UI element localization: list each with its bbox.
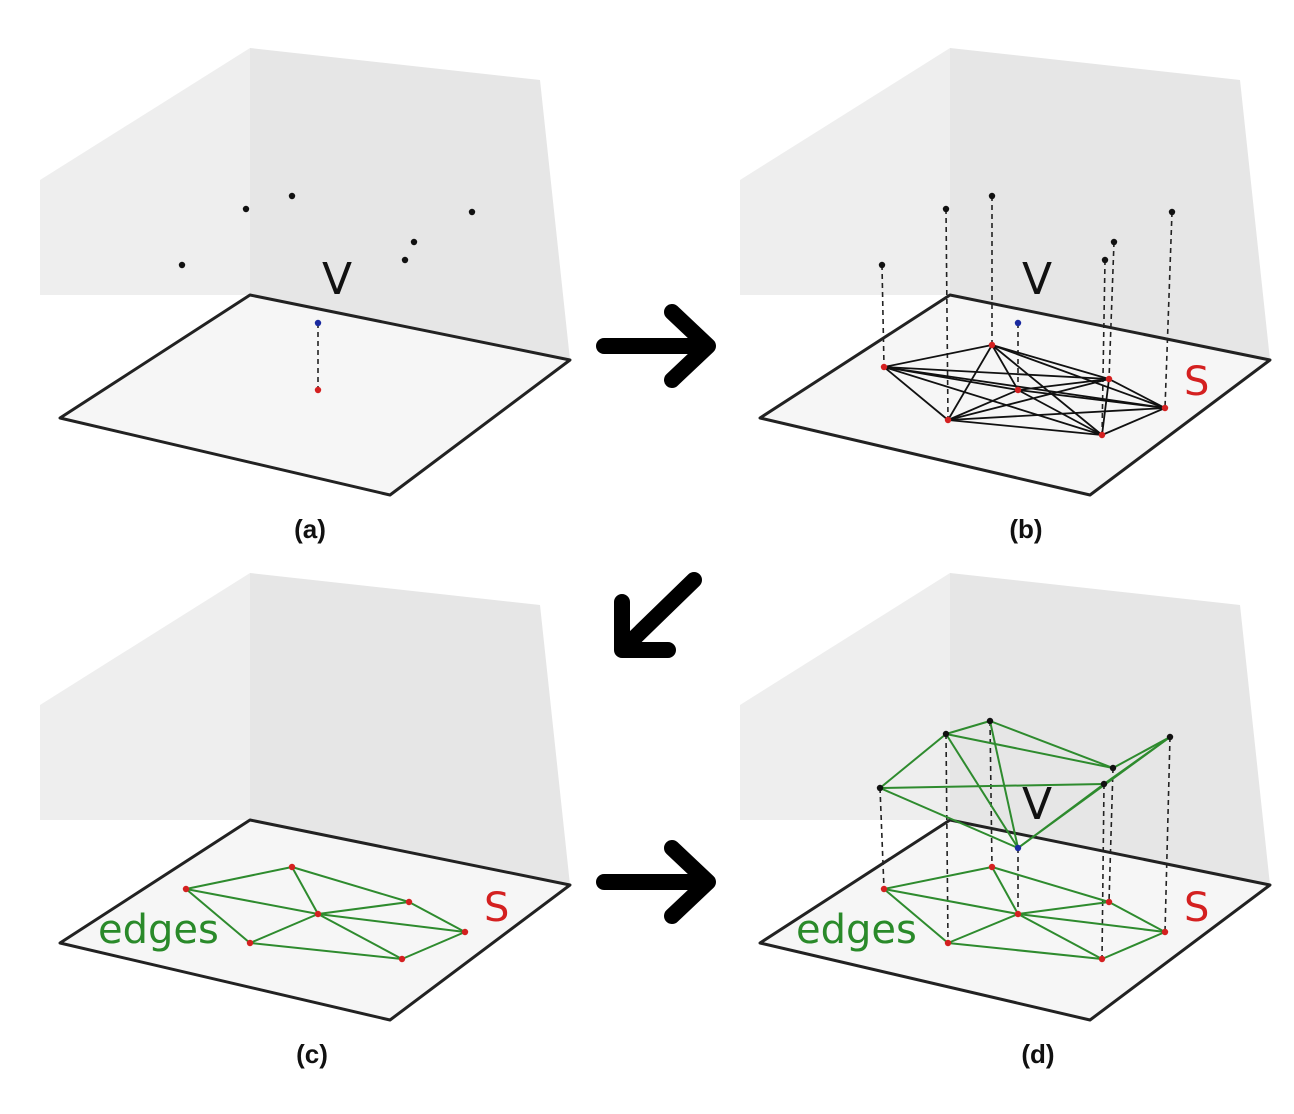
point xyxy=(1166,733,1174,741)
point xyxy=(942,205,950,213)
panel-c-points xyxy=(182,863,469,963)
point xyxy=(288,192,296,200)
projected-point xyxy=(988,341,996,349)
projected-point xyxy=(880,363,888,371)
panel-a-box xyxy=(38,46,572,497)
panel-b: V S (b) xyxy=(738,46,1272,544)
panel-a-caption: (a) xyxy=(294,514,326,544)
panel-b-complete-graph xyxy=(883,344,1166,436)
panel-d: V edges S (d) xyxy=(738,571,1272,1069)
point xyxy=(401,256,409,264)
point xyxy=(410,238,418,246)
projected-point xyxy=(405,898,413,906)
projected-point xyxy=(288,863,296,871)
panel-b-points xyxy=(878,192,1176,439)
panel-a-v-label: V xyxy=(322,254,352,305)
panel-a-points xyxy=(178,192,476,394)
panel-b-projection-lines xyxy=(881,196,1173,436)
projected-point xyxy=(1098,431,1106,439)
point xyxy=(178,261,186,269)
point xyxy=(988,192,996,200)
point xyxy=(1110,238,1118,246)
point xyxy=(242,205,250,213)
point xyxy=(1109,764,1117,772)
projected-point xyxy=(314,386,322,394)
projected-point xyxy=(1105,898,1113,906)
point xyxy=(1168,208,1176,216)
projected-point xyxy=(1161,928,1169,936)
panel-d-caption: (d) xyxy=(1021,1039,1054,1069)
projected-point xyxy=(461,928,469,936)
panel-d-s-label: S xyxy=(1184,885,1209,931)
point xyxy=(942,730,950,738)
projected-point xyxy=(1014,910,1022,918)
projected-point xyxy=(1105,375,1113,383)
projected-point xyxy=(944,416,952,424)
arrow-down-left xyxy=(614,572,702,658)
panel-d-floor-triangulation xyxy=(883,866,1166,960)
blue-point xyxy=(314,319,322,327)
panel-d-lifted-edges xyxy=(879,720,1171,849)
panel-d-v-label: V xyxy=(1022,779,1052,830)
panel-c: edges S (c) xyxy=(38,571,572,1069)
projected-point xyxy=(246,939,254,947)
point xyxy=(468,208,476,216)
panel-c-caption: (c) xyxy=(296,1039,328,1069)
projected-point xyxy=(1098,955,1106,963)
projected-point xyxy=(1161,404,1169,412)
panel-a: V (a) xyxy=(38,46,572,544)
panel-d-edges-label: edges xyxy=(796,907,917,953)
panel-b-s-label: S xyxy=(1184,359,1209,405)
panel-c-s-label: S xyxy=(484,885,509,931)
panel-d-projection-lines xyxy=(879,720,1171,960)
projected-point xyxy=(988,863,996,871)
point xyxy=(878,261,886,269)
point xyxy=(1100,780,1108,788)
projected-point xyxy=(1014,386,1022,394)
panel-c-edges-label: edges xyxy=(98,907,219,953)
blue-point xyxy=(1014,844,1022,852)
projected-point xyxy=(182,885,190,893)
projected-point xyxy=(944,939,952,947)
projected-point xyxy=(880,885,888,893)
point xyxy=(986,717,994,725)
panel-b-caption: (b) xyxy=(1009,514,1042,544)
point xyxy=(1101,256,1109,264)
panel-b-box xyxy=(738,46,1272,497)
projected-point xyxy=(314,910,322,918)
projected-point xyxy=(398,955,406,963)
arrow-right-top xyxy=(596,304,716,388)
arrow-right-bottom xyxy=(596,840,716,924)
panel-b-v-label: V xyxy=(1022,254,1052,305)
panel-d-points xyxy=(876,717,1174,963)
blue-point xyxy=(1014,319,1022,327)
panel-c-triangulation xyxy=(185,866,466,960)
point xyxy=(876,784,884,792)
